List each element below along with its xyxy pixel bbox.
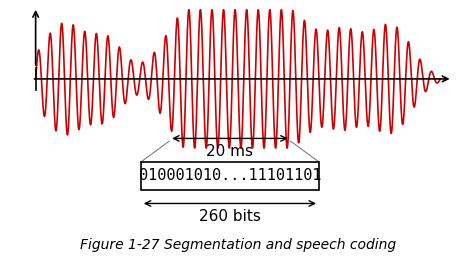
- Text: Figure 1-27 Segmentation and speech coding: Figure 1-27 Segmentation and speech codi…: [80, 238, 396, 252]
- Text: 20 ms: 20 ms: [206, 144, 253, 159]
- Text: 260 bits: 260 bits: [199, 209, 261, 224]
- FancyBboxPatch shape: [141, 162, 319, 190]
- Text: 010001010...11101101: 010001010...11101101: [139, 168, 321, 183]
